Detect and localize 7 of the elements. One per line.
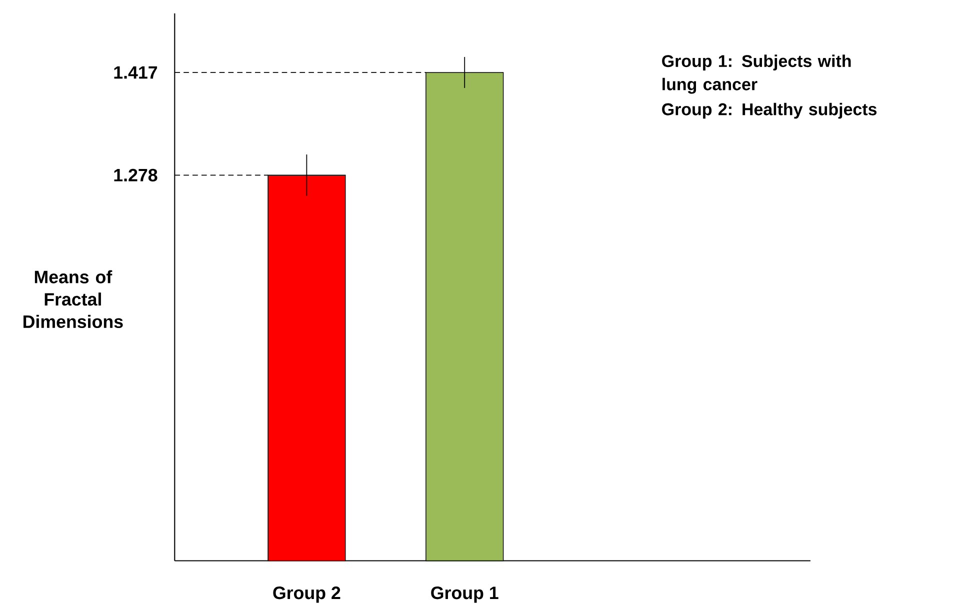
y-tick-label: 1.278 [114,168,158,182]
text: Group 1: Subjects with lung cancer [662,54,851,94]
y-tick-label: 1.417 [114,66,158,79]
x-tick-label: Group 1 [431,586,498,603]
y-axis-title: Means of Fractal Dimensions [24,270,123,328]
x-tick-label: Group 2 [273,586,340,603]
text: Group 2: Healthy subjects [662,102,877,119]
